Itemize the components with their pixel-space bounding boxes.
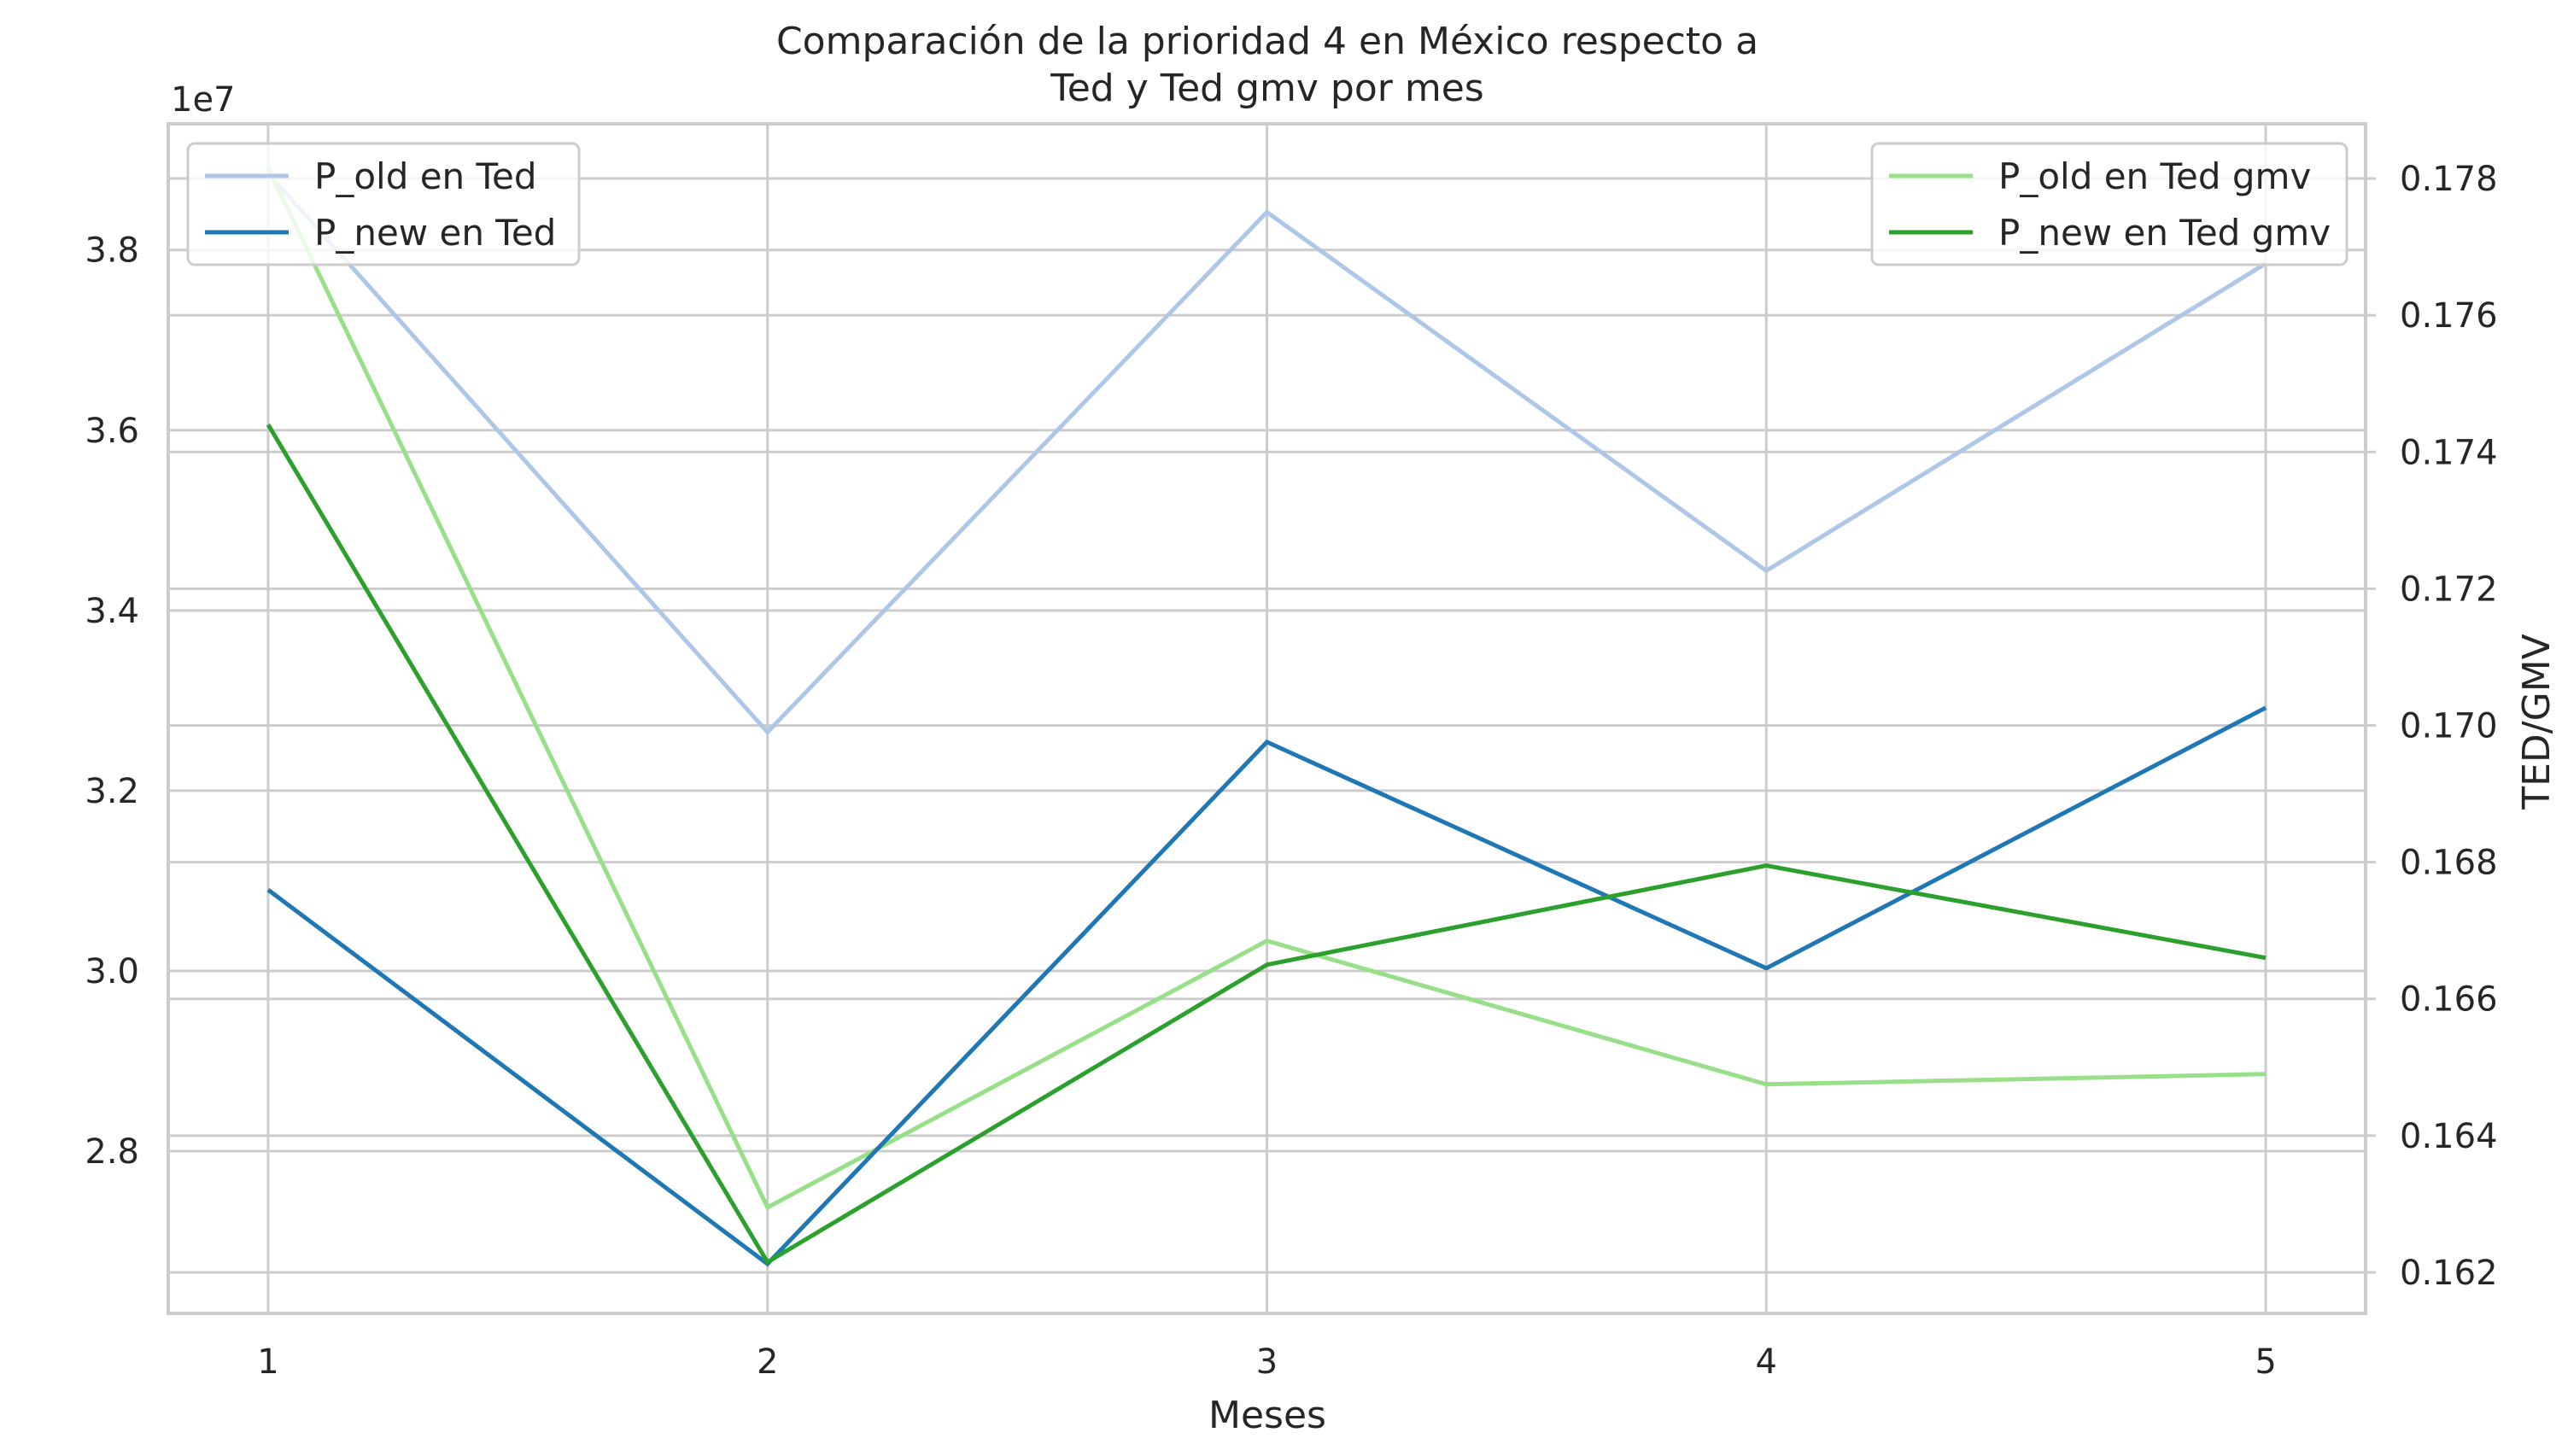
legend-right-frame: [1870, 142, 2348, 266]
right-y-tick-label: 0.170: [2400, 707, 2498, 746]
left-y-tick-label: 3.4: [85, 592, 139, 631]
x-gridlines: [266, 124, 2267, 1313]
left-y-axis-ticks: 2.8 3.0 3.2 3.4 3.6 3.8: [85, 231, 139, 1172]
x-tick-label: 1: [257, 1342, 278, 1382]
legend-right-axis: P_old en Ted gmv P_new en Ted gmv: [1870, 142, 2348, 266]
left-y-tick-label: 3.8: [85, 231, 139, 271]
left-y-tick-label: 3.6: [85, 412, 139, 451]
x-tick-label: 2: [757, 1342, 778, 1382]
legend-label-p-old-ted-gmv: P_old en Ted gmv: [1998, 155, 2311, 197]
legend-label-p-old-ted: P_old en Ted: [314, 155, 537, 197]
x-axis-ticks: 1 2 3 4 5: [257, 1342, 2277, 1382]
legend-left-axis: P_old en Ted P_new en Ted: [186, 142, 581, 266]
left-axis-offset-label: 1e7: [171, 80, 236, 120]
legend-label-p-new-ted: P_new en Ted: [314, 212, 556, 254]
right-y-tick-label: 0.162: [2400, 1254, 2498, 1293]
x-tick-label: 4: [1756, 1342, 1777, 1382]
chart-title-line-2: Ted y Ted gmv por mes: [1050, 67, 1483, 110]
series-line-p-old-en-ted: [266, 172, 2267, 735]
chart-title-line-1: Comparación de la prioridad 4 en México …: [776, 20, 1758, 63]
right-y-tick-label: 0.174: [2400, 433, 2498, 472]
left-y-tick-label: 3.0: [85, 952, 139, 991]
series-line-p-old-en-ted-gmv: [266, 167, 2267, 1211]
right-y-axis-ticks: 0.162 0.164 0.166 0.168 0.170 0.172 0.174 0.176…: [2366, 160, 2498, 1293]
right-y-tick-label: 0.178: [2400, 160, 2498, 199]
left-y-tick-label: 2.8: [85, 1132, 139, 1172]
legend-label-p-new-ted-gmv: P_new en Ted gmv: [1998, 212, 2331, 254]
x-axis-label: Meses: [1208, 1394, 1326, 1437]
right-y-tick-label: 0.166: [2400, 980, 2498, 1020]
right-y-tick-label: 0.168: [2400, 844, 2498, 883]
right-y-tick-label: 0.164: [2400, 1117, 2498, 1156]
x-tick-label: 3: [1256, 1342, 1278, 1382]
plot-frame: [167, 122, 2367, 1315]
x-tick-label: 5: [2255, 1342, 2276, 1382]
series-line-p-new-en-ted: [266, 705, 2267, 1267]
right-y-tick-label: 0.176: [2400, 296, 2498, 336]
right-y-tick-label: 0.172: [2400, 570, 2498, 609]
series-line-p-new-en-ted-gmv: [266, 424, 2267, 1266]
series-lines: [266, 167, 2267, 1267]
right-y-axis-label: TED/GMV: [2515, 634, 2559, 810]
left-y-tick-label: 3.2: [85, 772, 139, 811]
